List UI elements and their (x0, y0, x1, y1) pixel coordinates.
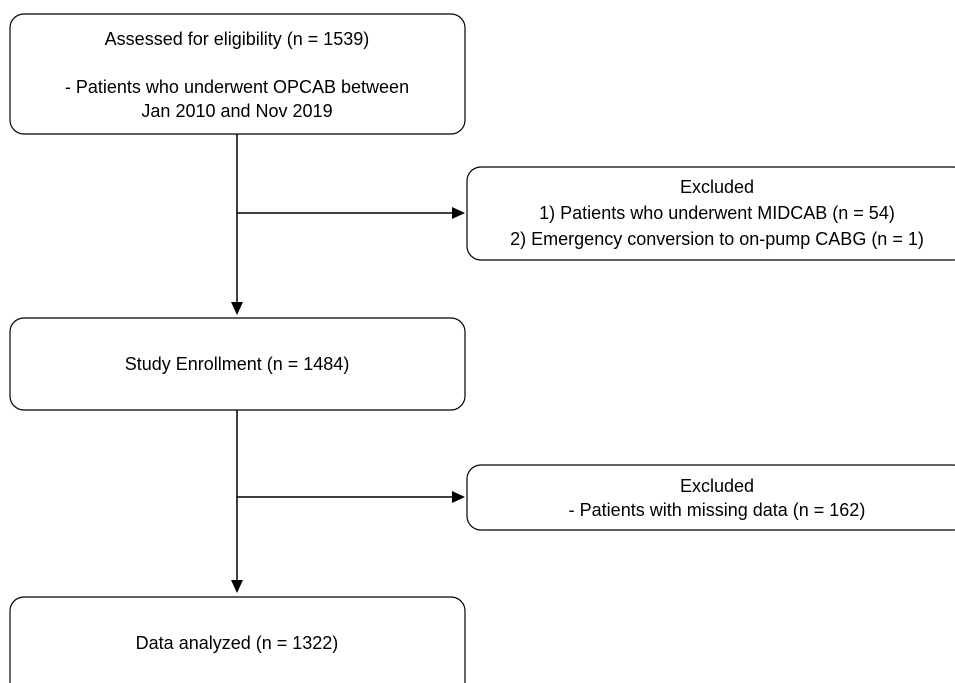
box-text: 1) Patients who underwent MIDCAB (n = 54… (539, 203, 895, 223)
box-text: Excluded (680, 177, 754, 197)
box (9, 596, 466, 683)
arrowhead (452, 207, 465, 219)
box-text: 2) Emergency conversion to on-pump CABG … (510, 229, 924, 249)
box (466, 464, 955, 531)
box-text: Study Enrollment (n = 1484) (125, 354, 350, 374)
box-text: - Patients who underwent OPCAB between (65, 77, 409, 97)
box-text: Jan 2010 and Nov 2019 (141, 101, 332, 121)
box (466, 166, 955, 261)
box (9, 13, 466, 135)
box-text: Assessed for eligibility (n = 1539) (105, 29, 370, 49)
arrowhead (452, 491, 465, 503)
box-text: - Patients with missing data (n = 162) (569, 500, 866, 520)
box-text: Excluded (680, 476, 754, 496)
box (9, 317, 466, 411)
box-text: Data analyzed (n = 1322) (136, 633, 339, 653)
arrowhead (231, 580, 243, 593)
arrowhead (231, 302, 243, 315)
